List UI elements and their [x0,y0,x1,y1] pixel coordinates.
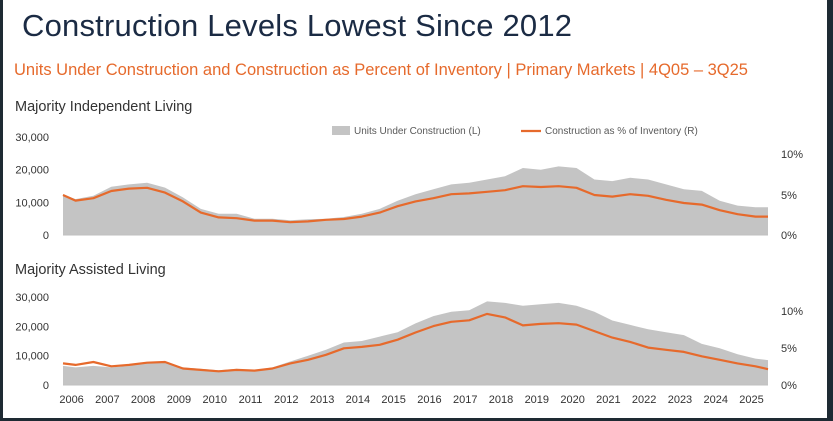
x-tick-label: 2024 [703,394,727,406]
x-tick-label: 2011 [239,394,263,406]
y-left-tick-label: 20,000 [15,165,49,177]
y-left-tick-label: 0 [43,380,49,392]
y-left-tick-label: 10,000 [15,351,49,363]
x-tick-label: 2009 [167,394,191,406]
y-right-tick-label: 0% [781,230,797,242]
y-left-tick-label: 30,000 [15,292,49,304]
page-title: Construction Levels Lowest Since 2012 [22,8,573,43]
frame-bottom-edge [0,418,833,421]
y-left-tick-label: 30,000 [15,132,49,144]
y-right-tick-label: 5% [781,343,797,355]
x-tick-label: 2020 [560,394,584,406]
frame-left-edge [0,0,3,421]
frame-right-edge [827,0,833,421]
x-tick-label: 2012 [274,394,298,406]
x-tick-label: 2021 [596,394,620,406]
x-tick-label: 2010 [202,394,226,406]
x-tick-label: 2025 [739,394,763,406]
x-tick-label: 2017 [453,394,477,406]
legend-label-units: Units Under Construction (L) [354,126,481,137]
y-right-tick-label: 0% [781,380,797,392]
series-line-construction-pct [62,185,768,224]
legend-label-pct: Construction as % of Inventory (R) [545,126,698,137]
chart-subtitle: Units Under Construction and Constructio… [14,61,748,79]
y-right-tick-label: 5% [781,190,797,202]
y-left-tick-label: 0 [43,230,49,242]
panel-title-independent-living: Majority Independent Living [15,99,193,115]
x-tick-label: 2019 [525,394,549,406]
y-right-tick-label: 10% [781,149,803,161]
x-tick-label: 2014 [346,394,370,406]
legend-swatch-units [332,126,350,135]
x-tick-label: 2022 [632,394,656,406]
x-tick-label: 2013 [310,394,334,406]
series-line-construction-pct [62,312,769,373]
y-left-tick-label: 10,000 [15,197,49,209]
x-tick-label: 2023 [668,394,692,406]
x-tick-label: 2016 [417,394,441,406]
x-tick-label: 2006 [59,394,83,406]
y-left-tick-label: 20,000 [15,321,49,333]
series-area-units-under-construction [63,301,768,385]
x-tick-label: 2018 [489,394,513,406]
panel-title-assisted-living: Majority Assisted Living [15,262,166,278]
x-tick-label: 2007 [95,394,119,406]
x-tick-label: 2015 [381,394,405,406]
x-tick-label: 2008 [131,394,155,406]
y-right-tick-label: 10% [781,306,803,318]
